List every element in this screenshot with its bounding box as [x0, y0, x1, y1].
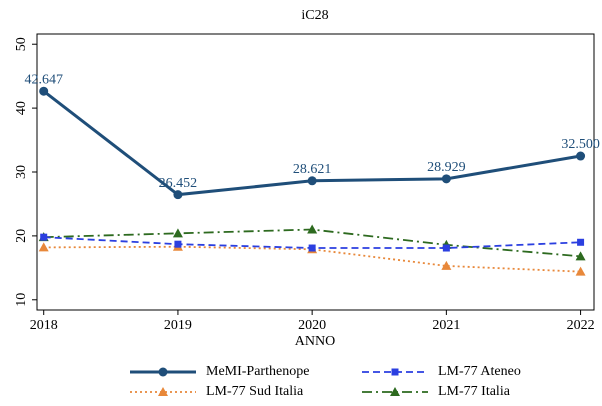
legend-label: LM-77 Sud Italia — [206, 384, 304, 399]
x-tick-label: 2018 — [30, 318, 58, 333]
point — [308, 244, 316, 252]
y-tick-label: 40 — [14, 101, 29, 115]
point — [40, 233, 48, 241]
point — [173, 190, 183, 200]
point — [441, 174, 451, 184]
point — [441, 260, 452, 270]
point — [38, 242, 49, 252]
point — [575, 251, 586, 261]
point — [576, 151, 586, 161]
point — [172, 228, 183, 238]
x-tick-label: 2020 — [298, 318, 326, 333]
point — [390, 387, 400, 396]
x-tick-label: 2022 — [567, 318, 595, 333]
point — [577, 238, 585, 246]
point — [307, 176, 317, 186]
value-label: 42.647 — [24, 72, 63, 87]
y-tick-label: 50 — [14, 37, 29, 51]
point — [575, 266, 586, 276]
y-tick-label: 10 — [14, 293, 29, 307]
point — [307, 224, 318, 234]
x-tick-label: 2021 — [432, 318, 460, 333]
point — [442, 244, 450, 252]
value-label: 28.929 — [427, 160, 466, 175]
chart-title: iC28 — [301, 8, 328, 23]
legend-label: MeMI-Parthenope — [206, 364, 309, 379]
y-tick-label: 20 — [14, 229, 29, 243]
x-tick-label: 2019 — [164, 318, 192, 333]
point — [174, 240, 182, 248]
value-label: 32.500 — [561, 137, 600, 152]
value-label: 26.452 — [159, 176, 198, 191]
legend-label: LM-77 Italia — [438, 384, 511, 399]
y-tick-label: 30 — [14, 165, 29, 179]
x-axis-title: ANNO — [295, 334, 335, 349]
value-label: 28.621 — [293, 162, 332, 177]
point — [158, 367, 168, 377]
legend-label: LM-77 Ateneo — [438, 364, 521, 379]
point — [158, 387, 168, 396]
point — [391, 368, 399, 376]
point — [39, 86, 49, 96]
